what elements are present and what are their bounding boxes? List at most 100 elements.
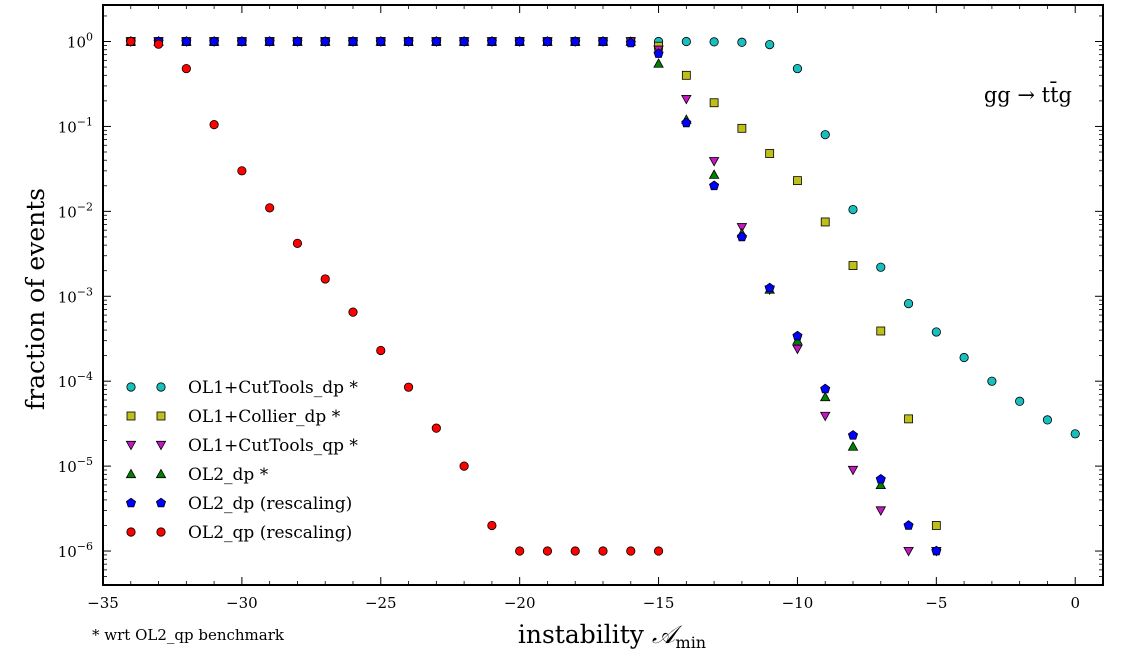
series-4 bbox=[125, 36, 942, 556]
data-point bbox=[820, 383, 831, 394]
data-point bbox=[681, 117, 692, 128]
legend-marker bbox=[156, 411, 166, 421]
data-point bbox=[153, 39, 164, 49]
data-point bbox=[236, 36, 247, 46]
data-point bbox=[487, 520, 497, 531]
x-tick-label: 0 bbox=[1070, 594, 1080, 612]
data-point bbox=[681, 36, 691, 47]
data-point bbox=[737, 37, 747, 47]
legend-marker bbox=[155, 497, 167, 508]
data-point bbox=[375, 36, 386, 46]
legend-label: OL2_qp (rescaling) bbox=[188, 523, 352, 543]
data-point bbox=[765, 39, 775, 50]
data-point bbox=[1015, 396, 1025, 406]
data-point bbox=[1070, 429, 1080, 439]
process-annotation: gg → tt̄g bbox=[984, 81, 1072, 107]
data-point bbox=[931, 545, 942, 556]
data-point bbox=[903, 520, 914, 530]
y-tick-label: 10−5 bbox=[58, 455, 93, 476]
x-axis-title-text: instability bbox=[518, 620, 652, 649]
footnote: * wrt OL2_qp benchmark bbox=[92, 626, 285, 644]
data-point bbox=[737, 123, 747, 133]
data-point bbox=[431, 36, 442, 46]
data-point bbox=[598, 546, 608, 556]
data-point bbox=[875, 473, 886, 484]
data-point bbox=[931, 327, 941, 337]
y-tick-base: 10 bbox=[58, 203, 77, 221]
data-point bbox=[708, 169, 720, 179]
x-tick-label: −15 bbox=[643, 594, 675, 612]
data-point bbox=[542, 546, 553, 556]
legend-marker bbox=[156, 527, 166, 537]
x-tick-label: −30 bbox=[226, 594, 258, 612]
data-point bbox=[237, 166, 247, 176]
legend-label: OL1+CutTools_dp * bbox=[188, 378, 358, 398]
data-point bbox=[292, 238, 303, 248]
data-point bbox=[570, 36, 581, 46]
data-point bbox=[792, 330, 803, 341]
data-point bbox=[653, 58, 664, 68]
data-point bbox=[431, 423, 441, 433]
data-point bbox=[847, 430, 859, 440]
data-point bbox=[348, 307, 358, 317]
data-point bbox=[486, 36, 497, 46]
y-tick-base: 10 bbox=[58, 543, 77, 561]
data-point bbox=[792, 63, 803, 74]
data-point bbox=[459, 36, 470, 46]
data-point bbox=[376, 345, 386, 356]
legend-marker bbox=[125, 497, 137, 508]
legend-marker bbox=[155, 440, 167, 451]
x-axis-title-subscript: min bbox=[676, 633, 707, 652]
legend-marker bbox=[125, 440, 137, 451]
data-point bbox=[625, 37, 636, 48]
data-point bbox=[514, 36, 525, 46]
x-tick-label: −10 bbox=[782, 594, 814, 612]
y-tick-exponent: −3 bbox=[77, 285, 93, 298]
axis-ticks: −35 −30 −25 −20 −15 −10 −5 010010−110−210−310−4… bbox=[58, 5, 1104, 612]
data-point bbox=[209, 36, 220, 46]
y-tick-exponent: −5 bbox=[77, 455, 93, 468]
y-axis-title: fraction of events bbox=[21, 188, 50, 410]
legend-marker bbox=[156, 382, 166, 392]
legend-label: OL2_dp * bbox=[188, 465, 269, 485]
data-point bbox=[681, 70, 691, 80]
series-5 bbox=[126, 36, 664, 556]
data-point bbox=[903, 298, 914, 309]
data-point bbox=[820, 217, 830, 227]
y-tick-base: 10 bbox=[58, 288, 77, 306]
legend-marker bbox=[126, 382, 136, 392]
y-tick-label: 100 bbox=[67, 31, 93, 52]
x-tick-label: −20 bbox=[504, 594, 536, 612]
y-tick-label: 10−6 bbox=[58, 540, 93, 561]
legend-label: OL1+CutTools_qp * bbox=[188, 436, 358, 456]
data-point bbox=[181, 36, 192, 46]
legend-marker bbox=[126, 527, 136, 537]
data-point bbox=[626, 546, 636, 556]
x-tick-label: −5 bbox=[925, 594, 947, 612]
data-point bbox=[265, 203, 275, 213]
y-tick-exponent: −1 bbox=[77, 115, 93, 128]
legend-marker bbox=[125, 468, 137, 479]
y-tick-exponent: −2 bbox=[77, 200, 93, 213]
legend-label: OL1+Collier_dp * bbox=[188, 407, 341, 427]
data-point bbox=[792, 344, 803, 355]
y-tick-exponent: −4 bbox=[77, 370, 93, 383]
y-tick-base: 10 bbox=[58, 118, 77, 136]
data-point bbox=[959, 352, 969, 363]
legend: OL1+CutTools_dp * OL1+Collier_dp * OL1+Cut… bbox=[125, 378, 358, 543]
data-point bbox=[931, 521, 941, 530]
plot-marks bbox=[125, 36, 1080, 557]
data-point bbox=[820, 130, 830, 140]
y-tick-label: 10−1 bbox=[58, 115, 93, 136]
data-point bbox=[819, 391, 831, 402]
x-tick-label: −25 bbox=[365, 594, 397, 612]
data-point bbox=[764, 282, 775, 293]
legend-entry: OL2_dp * bbox=[125, 465, 269, 485]
legend-entry: OL1+CutTools_qp * bbox=[125, 436, 358, 456]
legend-label: OL2_dp (rescaling) bbox=[188, 494, 352, 514]
y-tick-label: 10−4 bbox=[58, 370, 93, 391]
legend-marker bbox=[126, 411, 136, 421]
data-point bbox=[570, 546, 580, 556]
data-point bbox=[736, 223, 748, 233]
data-point bbox=[542, 36, 553, 46]
